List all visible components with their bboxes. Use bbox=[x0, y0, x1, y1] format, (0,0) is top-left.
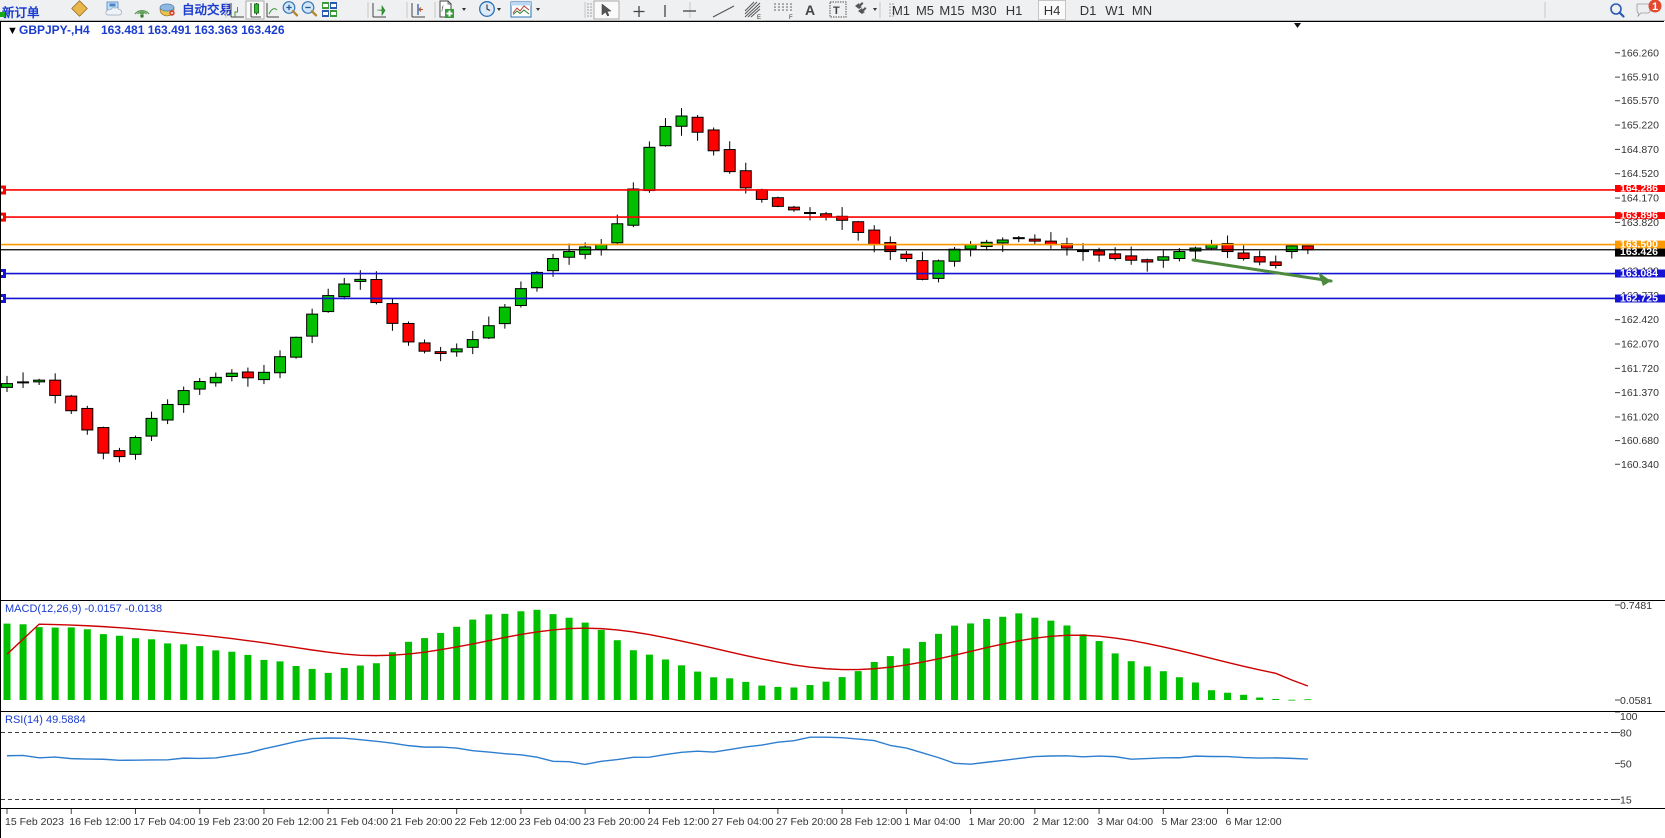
svg-text:161.720: 161.720 bbox=[1621, 363, 1659, 375]
svg-text:162.070: 162.070 bbox=[1621, 339, 1659, 351]
svg-text:164.286: 164.286 bbox=[1620, 183, 1658, 195]
svg-text:1: 1 bbox=[1652, 1, 1658, 13]
svg-text:22 Feb 12:00: 22 Feb 12:00 bbox=[455, 816, 517, 828]
svg-text:H1: H1 bbox=[1006, 3, 1023, 18]
svg-text:M5: M5 bbox=[916, 3, 934, 18]
svg-text:23 Feb 20:00: 23 Feb 20:00 bbox=[583, 816, 645, 828]
svg-text:M15: M15 bbox=[939, 3, 964, 18]
svg-text:6 Mar 12:00: 6 Mar 12:00 bbox=[1226, 816, 1282, 828]
svg-text:MACD(12,26,9) -0.0157 -0.0138: MACD(12,26,9) -0.0157 -0.0138 bbox=[5, 603, 162, 615]
svg-text:0.7481: 0.7481 bbox=[1620, 601, 1652, 612]
svg-text:50: 50 bbox=[1620, 758, 1632, 770]
svg-text:2 Mar 12:00: 2 Mar 12:00 bbox=[1033, 816, 1089, 828]
svg-text:5 Mar 23:00: 5 Mar 23:00 bbox=[1161, 816, 1217, 828]
svg-text:17 Feb 04:00: 17 Feb 04:00 bbox=[133, 816, 195, 828]
svg-text:15 Feb 2023: 15 Feb 2023 bbox=[5, 816, 64, 828]
svg-text:28 Feb 12:00: 28 Feb 12:00 bbox=[840, 816, 902, 828]
svg-text:自动交易: 自动交易 bbox=[182, 2, 232, 17]
svg-text:W1: W1 bbox=[1105, 3, 1125, 18]
svg-text:GBPJPY-,H4: GBPJPY-,H4 bbox=[19, 23, 90, 37]
svg-text:M1: M1 bbox=[892, 3, 910, 18]
svg-text:163.084: 163.084 bbox=[1620, 268, 1658, 280]
svg-text:H4: H4 bbox=[1044, 3, 1061, 18]
svg-text:T: T bbox=[833, 5, 840, 17]
svg-text:163.426: 163.426 bbox=[1620, 246, 1658, 258]
svg-text:164.870: 164.870 bbox=[1621, 144, 1659, 156]
svg-text:166.260: 166.260 bbox=[1621, 47, 1659, 59]
svg-text:RSI(14) 49.5884: RSI(14) 49.5884 bbox=[5, 714, 86, 726]
svg-text:D1: D1 bbox=[1080, 3, 1097, 18]
svg-text:27 Feb 04:00: 27 Feb 04:00 bbox=[712, 816, 774, 828]
svg-text:MN: MN bbox=[1132, 3, 1152, 18]
svg-text:100: 100 bbox=[1620, 712, 1638, 723]
svg-text:16 Feb 12:00: 16 Feb 12:00 bbox=[69, 816, 131, 828]
svg-text:▼: ▼ bbox=[7, 25, 18, 37]
svg-text:24 Feb 12:00: 24 Feb 12:00 bbox=[647, 816, 709, 828]
svg-text:165.570: 165.570 bbox=[1621, 95, 1659, 107]
svg-text:161.020: 161.020 bbox=[1621, 411, 1659, 423]
svg-text:162.420: 162.420 bbox=[1621, 314, 1659, 326]
svg-text:20 Feb 12:00: 20 Feb 12:00 bbox=[262, 816, 324, 828]
svg-text:23 Feb 04:00: 23 Feb 04:00 bbox=[519, 816, 581, 828]
svg-text:1 Mar 04:00: 1 Mar 04:00 bbox=[904, 816, 960, 828]
svg-text:163.481 163.491 163.363 163.42: 163.481 163.491 163.363 163.426 bbox=[101, 23, 285, 37]
svg-text:1 Mar 20:00: 1 Mar 20:00 bbox=[969, 816, 1025, 828]
svg-text:160.340: 160.340 bbox=[1621, 459, 1659, 471]
svg-text:21 Feb 20:00: 21 Feb 20:00 bbox=[390, 816, 452, 828]
svg-text:0.0581: 0.0581 bbox=[1620, 695, 1652, 707]
svg-text:164.520: 164.520 bbox=[1621, 168, 1659, 180]
svg-text:15: 15 bbox=[1620, 794, 1632, 806]
svg-text:160.680: 160.680 bbox=[1621, 435, 1659, 447]
svg-text:165.910: 165.910 bbox=[1621, 72, 1659, 84]
svg-text:A: A bbox=[805, 2, 815, 18]
svg-text:165.220: 165.220 bbox=[1621, 120, 1659, 132]
svg-text:161.370: 161.370 bbox=[1621, 387, 1659, 399]
svg-text:19 Feb 23:00: 19 Feb 23:00 bbox=[198, 816, 260, 828]
svg-text:3 Mar 04:00: 3 Mar 04:00 bbox=[1097, 816, 1153, 828]
svg-text:80: 80 bbox=[1620, 728, 1632, 740]
svg-text:E: E bbox=[757, 15, 761, 20]
svg-text:M30: M30 bbox=[971, 3, 996, 18]
svg-text:F: F bbox=[789, 15, 793, 20]
svg-text:21 Feb 04:00: 21 Feb 04:00 bbox=[326, 816, 388, 828]
svg-text:162.725: 162.725 bbox=[1620, 293, 1658, 305]
svg-text:163.896: 163.896 bbox=[1620, 210, 1658, 222]
svg-text:27 Feb 20:00: 27 Feb 20:00 bbox=[776, 816, 838, 828]
